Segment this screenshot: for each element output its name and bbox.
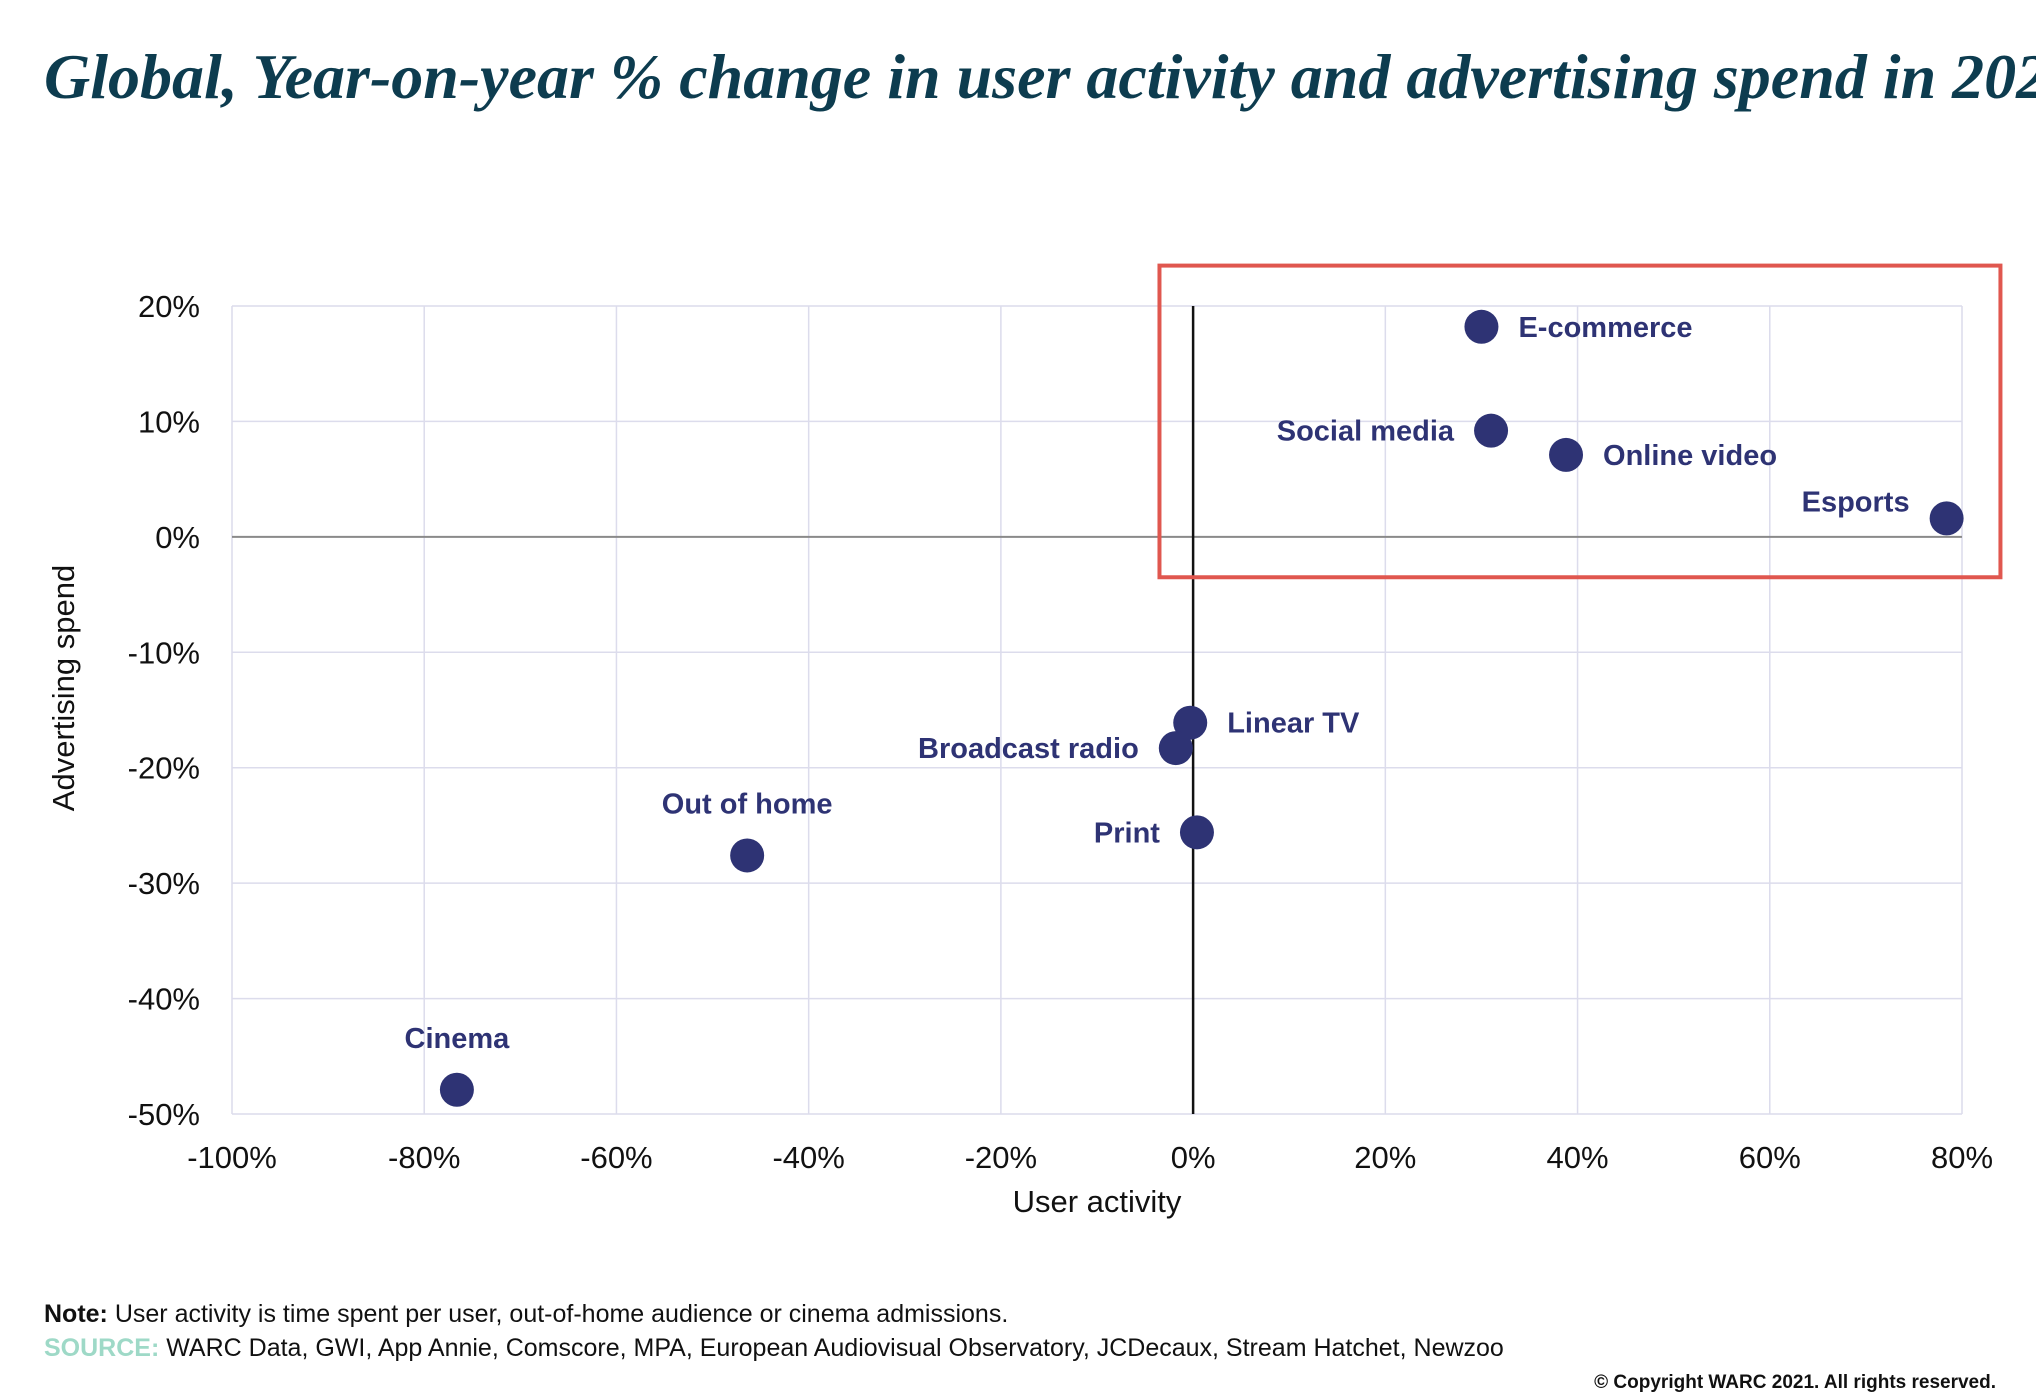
- x-tick-label: 40%: [1547, 1140, 1609, 1175]
- y-tick-label: -30%: [128, 866, 200, 901]
- data-label: Online video: [1603, 440, 1777, 472]
- y-tick-label: 20%: [138, 289, 200, 324]
- data-point: [1474, 413, 1509, 448]
- y-tick-label: 0%: [155, 520, 200, 555]
- data-point: [1929, 501, 1964, 536]
- footnote: Note: User activity is time spent per us…: [44, 1300, 1008, 1329]
- highlight-box: [1157, 263, 2003, 580]
- data-point: [1549, 437, 1584, 472]
- data-point: [1464, 309, 1499, 344]
- data-point: [730, 838, 765, 873]
- highlight-box-group: [1157, 263, 2003, 580]
- chart-title: Global, Year-on-year % change in user ac…: [44, 41, 2036, 112]
- data-label: Out of home: [662, 788, 833, 820]
- data-label: Cinema: [405, 1023, 511, 1055]
- data-label: Social media: [1277, 416, 1455, 448]
- x-tick-label: -80%: [388, 1140, 460, 1175]
- data-label: Print: [1094, 817, 1160, 849]
- x-tick-label: -40%: [772, 1140, 844, 1175]
- axes: [232, 306, 1962, 1114]
- data-point: [1179, 815, 1214, 850]
- data-points: E-commerce Social media Online video Esport…: [405, 309, 1964, 1107]
- grid-lines: [231, 305, 1963, 1115]
- y-tick-label: -40%: [128, 982, 200, 1017]
- data-label: Esports: [1802, 486, 1910, 518]
- x-tick-label: 20%: [1354, 1140, 1416, 1175]
- copyright: © Copyright WARC 2021. All rights reserv…: [1594, 1372, 1996, 1393]
- data-point: [1158, 731, 1193, 766]
- x-tick-label: -60%: [580, 1140, 652, 1175]
- data-label: E-commerce: [1518, 312, 1692, 344]
- source-line: SOURCE: WARC Data, GWI, App Annie, Comsc…: [44, 1334, 1504, 1363]
- data-point: [439, 1072, 474, 1107]
- source-label: SOURCE:: [44, 1334, 160, 1362]
- x-tick-label: 0%: [1171, 1140, 1216, 1175]
- y-tick-label: -20%: [128, 751, 200, 786]
- x-tick-label: -100%: [187, 1140, 277, 1175]
- tick-labels: -100% -80% -60% -40% -20% 0% 20% 40% 60% 80% 20% 10…: [128, 289, 1993, 1175]
- source-text: WARC Data, GWI, App Annie, Comscore, MPA…: [159, 1334, 1504, 1362]
- y-tick-label: -50%: [128, 1097, 200, 1132]
- x-tick-label: -20%: [965, 1140, 1037, 1175]
- data-point: [1173, 705, 1208, 740]
- data-label: Linear TV: [1227, 708, 1360, 740]
- y-axis-label: Advertising spend: [46, 565, 81, 811]
- x-tick-label: 80%: [1931, 1140, 1993, 1175]
- y-tick-label: -10%: [128, 635, 200, 670]
- data-label: Broadcast radio: [918, 733, 1139, 765]
- note-label: Note:: [44, 1300, 108, 1328]
- x-axis-label: User activity: [1013, 1184, 1182, 1219]
- x-tick-label: 60%: [1739, 1140, 1801, 1175]
- note-text: User activity is time spent per user, ou…: [107, 1300, 1009, 1328]
- y-tick-label: 10%: [138, 404, 200, 439]
